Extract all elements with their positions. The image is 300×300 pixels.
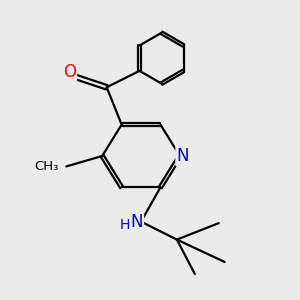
- Text: N: N: [130, 213, 143, 231]
- Text: O: O: [63, 63, 76, 81]
- Text: CH₃: CH₃: [34, 160, 59, 173]
- Text: H: H: [119, 218, 130, 232]
- Text: N: N: [177, 147, 189, 165]
